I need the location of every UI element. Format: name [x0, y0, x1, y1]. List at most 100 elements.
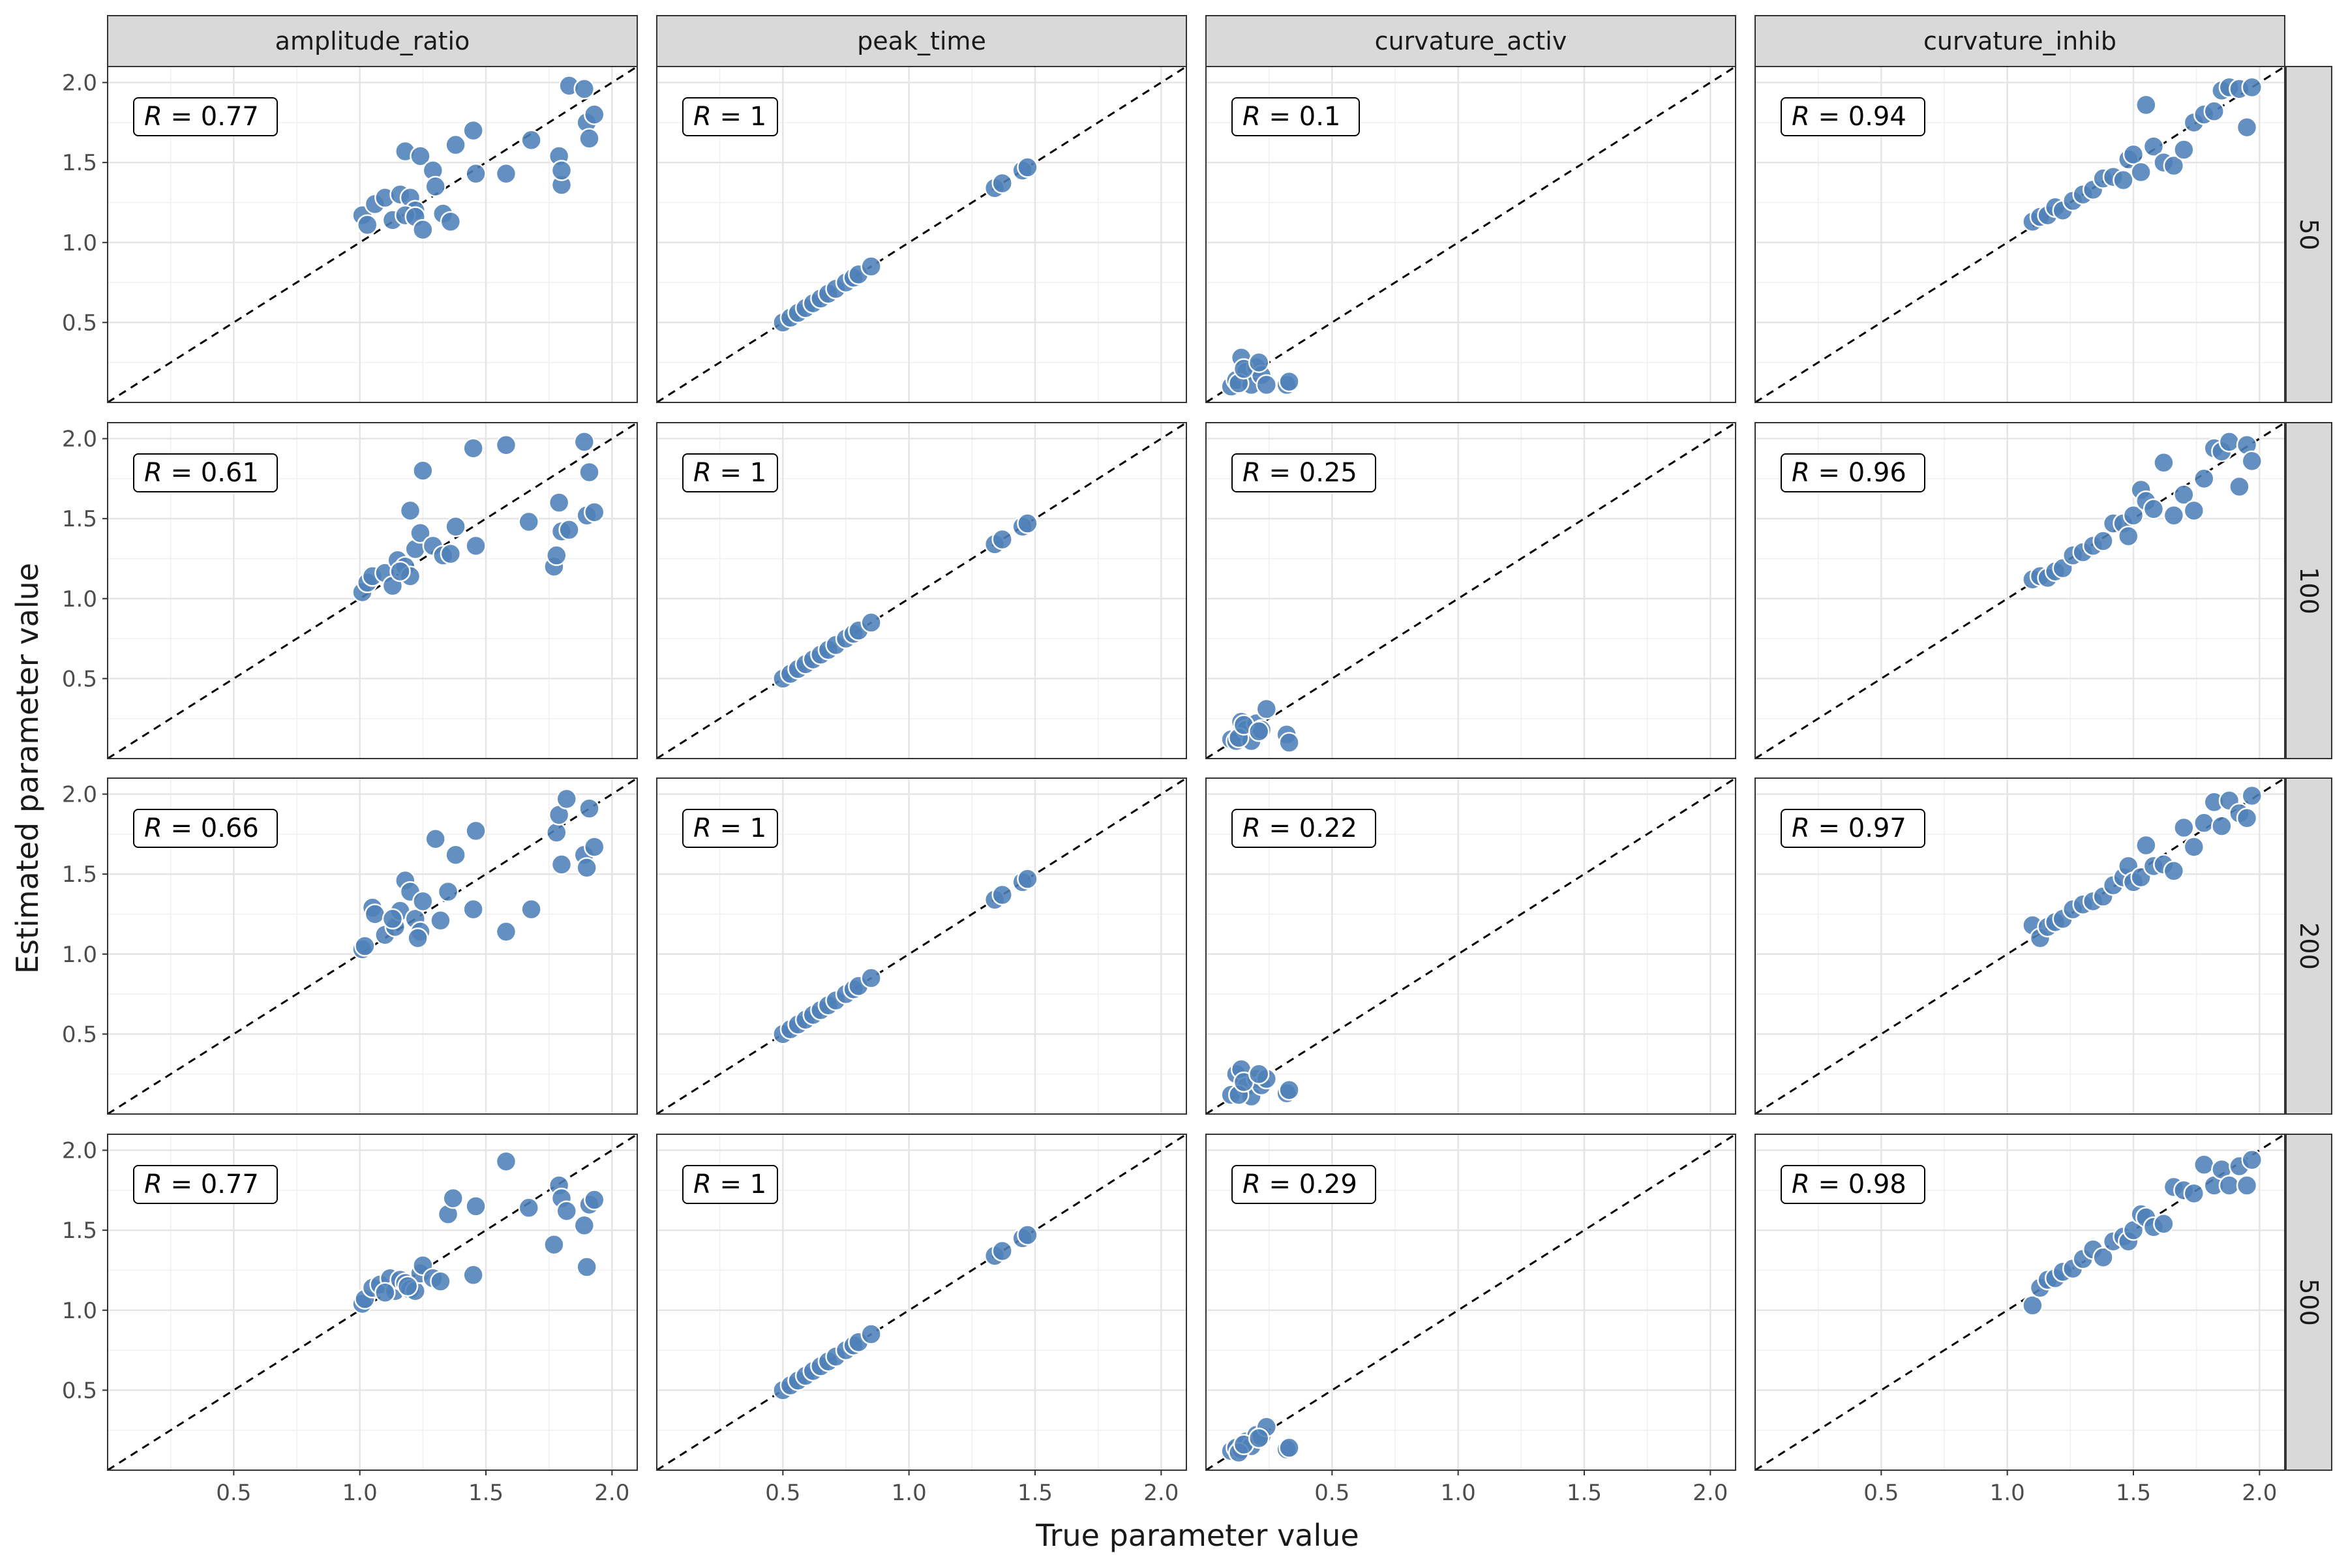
data-point	[550, 854, 573, 875]
data-point	[2153, 1213, 2175, 1235]
data-point	[2092, 1246, 2114, 1269]
x-tick-label: 1.0	[1990, 1480, 2025, 1506]
data-point	[374, 1282, 396, 1304]
data-point	[412, 890, 434, 912]
data-point	[1278, 732, 1300, 753]
data-point	[462, 119, 484, 142]
y-tick-label: 2.0	[62, 427, 97, 453]
identity-line	[1205, 421, 1736, 760]
data-point	[520, 129, 542, 151]
data-point	[357, 214, 378, 236]
data-point	[2143, 136, 2165, 157]
data-point	[430, 1271, 451, 1292]
data-point	[2135, 834, 2157, 856]
y-tick-label: 1.0	[62, 230, 97, 256]
data-point	[465, 535, 487, 557]
data-point	[991, 528, 1013, 550]
facet-panel: R = 1	[656, 65, 1187, 404]
panel-border	[656, 1134, 1187, 1471]
panel-border	[1754, 422, 2285, 759]
y-tick-label: 1.0	[62, 586, 97, 612]
column-strip	[656, 15, 1187, 67]
identity-line	[1205, 65, 1736, 404]
data-point	[465, 163, 487, 185]
r-label: R = 0.1	[1242, 102, 1340, 132]
x-tick-label: 1.0	[1441, 1480, 1476, 1506]
data-point	[2183, 1183, 2205, 1204]
data-point	[364, 903, 386, 925]
r-label: R = 0.25	[1242, 458, 1357, 488]
y-tick-label: 1.0	[62, 942, 97, 968]
data-point	[412, 460, 434, 481]
data-point	[2193, 1154, 2215, 1175]
facet-panel: R = 0.97	[1754, 777, 2285, 1115]
data-point	[579, 798, 600, 819]
panel-border	[107, 1134, 638, 1471]
data-point	[2143, 498, 2165, 520]
facet-panel: R = 0.77 0.5 1.0 1.5 2.0 0.5 1.0 1.5 2.0	[62, 1133, 638, 1506]
facet-panel: R = 0.1	[1205, 65, 1736, 404]
data-point	[2022, 1295, 2043, 1316]
data-point	[1248, 721, 1270, 742]
data-point	[573, 1214, 595, 1237]
y-tick-label: 1.5	[62, 150, 97, 176]
y-tick-label: 1.5	[62, 862, 97, 888]
data-point	[2122, 143, 2145, 166]
r-label: R = 1	[693, 102, 766, 132]
data-point	[556, 788, 577, 810]
data-point	[2118, 525, 2139, 547]
data-point	[518, 511, 539, 533]
panel-border	[1205, 422, 1736, 759]
data-point	[573, 431, 595, 453]
y-tick-label: 2.0	[62, 1138, 97, 1164]
r-label-box	[682, 453, 778, 492]
column-strip	[107, 15, 638, 67]
x-tick-label: 1.0	[892, 1480, 927, 1506]
x-tick-label: 1.5	[2116, 1480, 2151, 1506]
column-strip-label: curvature_activ	[1375, 27, 1567, 55]
data-point	[2236, 116, 2258, 138]
data-point	[2122, 504, 2145, 526]
r-label: R = 0.94	[1792, 102, 1906, 132]
identity-line	[107, 1133, 638, 1471]
data-point	[576, 1256, 597, 1278]
r-label: R = 0.66	[144, 813, 259, 843]
r-label: R = 0.96	[1792, 458, 1906, 488]
r-label-box	[1231, 97, 1360, 136]
facet-panel: R = 0.98 0.5 1.0 1.5 2.0	[1754, 1133, 2285, 1506]
data-point	[397, 1275, 419, 1297]
data-point	[2211, 815, 2233, 837]
r-label: R = 0.77	[144, 102, 259, 132]
panel-border	[1205, 777, 1736, 1115]
data-point	[1017, 513, 1038, 534]
x-tick-label: 2.0	[2242, 1480, 2277, 1506]
x-tick-label: 0.5	[765, 1480, 800, 1506]
data-point	[2163, 860, 2185, 882]
data-point	[579, 128, 600, 149]
data-point	[445, 134, 466, 156]
r-label: R = 0.29	[1242, 1169, 1357, 1199]
panel-border	[656, 422, 1187, 759]
data-point	[462, 1264, 484, 1286]
data-point	[860, 1323, 882, 1345]
data-point	[860, 612, 882, 633]
data-point	[1248, 352, 1270, 373]
data-point	[2173, 139, 2195, 160]
facet-panel: R = 0.25	[1205, 421, 1736, 760]
row-strip-label: 50	[2295, 219, 2323, 250]
data-point	[437, 881, 459, 903]
x-tick-label: 2.0	[594, 1480, 629, 1506]
data-point	[2236, 1175, 2258, 1196]
row-strip	[2285, 777, 2332, 1115]
data-point	[2163, 504, 2185, 526]
r-label-box	[1781, 809, 1925, 848]
data-point	[445, 844, 466, 866]
data-point	[495, 921, 517, 942]
identity-line	[656, 1133, 1187, 1471]
data-point	[1278, 1437, 1300, 1458]
column-strip	[1754, 15, 2285, 67]
r-label: R = 0.98	[1792, 1169, 1906, 1199]
data-point	[1017, 1224, 1038, 1246]
data-point	[584, 836, 605, 858]
column-strip-label: peak_time	[857, 27, 986, 55]
